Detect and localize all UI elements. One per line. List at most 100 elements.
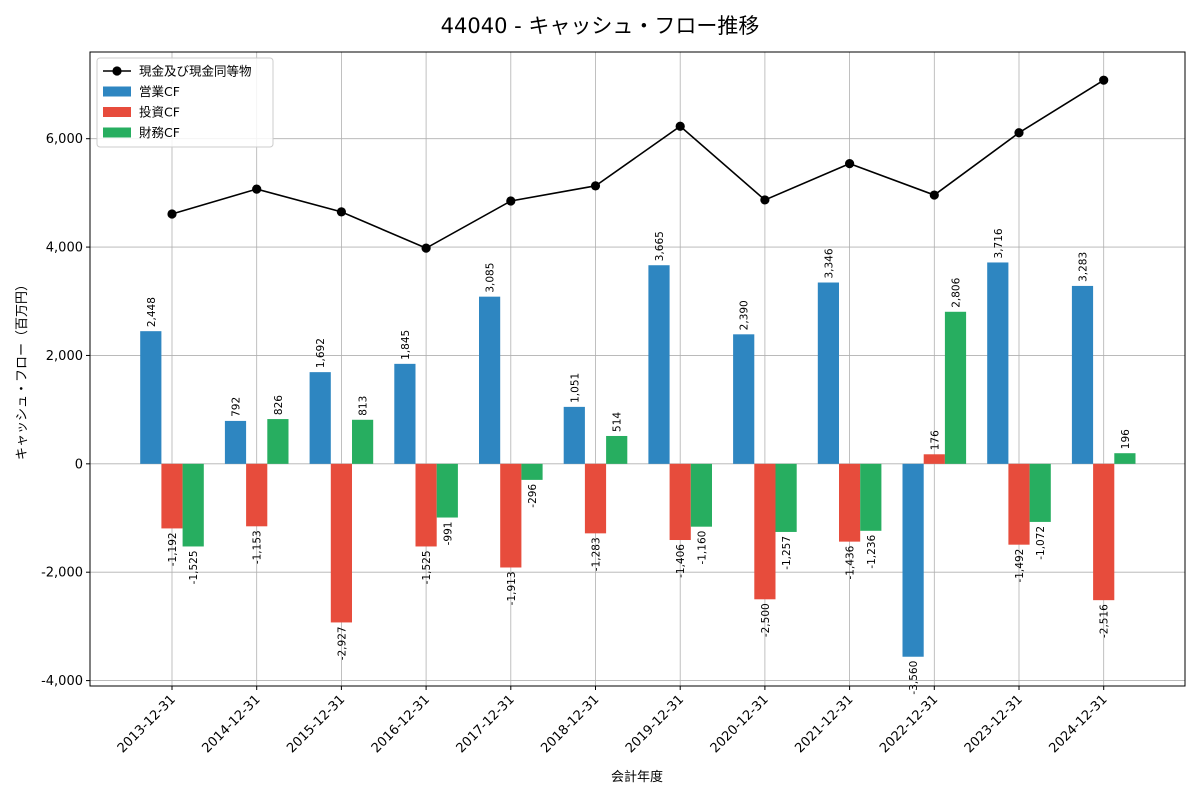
y-tick-label: 2,000 (46, 349, 83, 364)
bar-投資CF (161, 463, 183, 529)
data-label-営業CF: 3,283 (1078, 252, 1090, 282)
line-point (421, 243, 431, 253)
bar-投資CF (246, 463, 268, 527)
data-label-営業CF: 3,346 (823, 248, 835, 278)
line-point (167, 209, 177, 219)
y-tick-label: 6,000 (46, 132, 83, 147)
line-point (845, 159, 855, 169)
data-label-営業CF: 3,716 (993, 228, 1005, 258)
x-tick-label: 2021-12-31 (792, 692, 856, 756)
bar-財務CF (775, 463, 797, 532)
bar-営業CF (563, 406, 585, 464)
bar-財務CF (436, 463, 458, 518)
x-tick-label: 2019-12-31 (623, 692, 687, 756)
bar-財務CF (860, 463, 882, 531)
bar-投資CF (584, 463, 607, 534)
data-label-営業CF: 2,390 (739, 300, 751, 330)
y-tick-label: 0 (75, 457, 83, 472)
x-tick-label: 2022-12-31 (877, 692, 941, 756)
data-label-財務CF: -1,257 (781, 536, 793, 570)
x-tick-label: 2024-12-31 (1046, 692, 1110, 756)
data-label-財務CF: -1,160 (696, 531, 708, 565)
data-label-営業CF: 3,085 (485, 263, 497, 293)
bar-営業CF (224, 420, 247, 464)
data-label-投資CF: -2,500 (760, 603, 772, 637)
y-tick-label: -2,000 (41, 566, 83, 581)
legend-swatch (103, 107, 131, 117)
line-point (1014, 128, 1024, 138)
line-point (760, 195, 770, 205)
legend-label: 投資CF (139, 105, 180, 120)
data-label-財務CF: 2,806 (951, 277, 963, 307)
bar-投資CF (669, 463, 691, 541)
bar-営業CF (987, 262, 1009, 464)
y-tick-label: -4,000 (41, 674, 83, 689)
bar-財務CF (267, 419, 289, 464)
data-label-財務CF: 826 (273, 395, 285, 415)
bar-財務CF (690, 463, 712, 527)
legend-box (96, 57, 274, 148)
legend-label: 現金及び現金同等物 (139, 64, 252, 79)
y-axis-label: キャッシュ・フロー（百万円） (15, 278, 30, 460)
bar-財務CF (1114, 453, 1136, 464)
bar-投資CF (839, 463, 861, 542)
data-label-財務CF: -1,236 (866, 534, 878, 568)
data-label-投資CF: -1,192 (167, 532, 179, 566)
bar-営業CF (817, 282, 839, 464)
line-point (252, 184, 262, 194)
data-label-営業CF: 1,692 (315, 338, 327, 368)
legend-label: 営業CF (139, 84, 180, 99)
data-label-投資CF: -1,153 (252, 530, 264, 564)
data-label-投資CF: -1,283 (591, 537, 603, 571)
data-label-営業CF: 1,051 (569, 373, 581, 403)
bar-財務CF (1029, 463, 1051, 522)
x-tick-label: 2023-12-31 (962, 692, 1026, 756)
data-label-財務CF: 514 (612, 412, 624, 432)
bar-投資CF (415, 463, 437, 547)
bar-営業CF (479, 296, 501, 464)
data-label-営業CF: -3,560 (908, 661, 920, 695)
bars (140, 262, 1136, 657)
x-axis-label: 会計年度 (611, 769, 663, 785)
cash-line (167, 75, 1109, 253)
bar-投資CF (754, 463, 776, 600)
bar-投資CF (500, 463, 522, 568)
data-label-投資CF: -1,492 (1014, 549, 1026, 583)
x-tick-label: 2016-12-31 (369, 692, 433, 756)
data-label-投資CF: -2,927 (336, 626, 348, 660)
legend-swatch (103, 86, 131, 97)
bar-投資CF (1093, 463, 1115, 601)
data-label-投資CF: -1,436 (845, 545, 857, 579)
bar-営業CF (733, 334, 755, 464)
bar-財務CF (182, 463, 204, 547)
bar-財務CF (352, 419, 374, 464)
x-tick-label: 2018-12-31 (538, 692, 602, 756)
line-point (506, 196, 516, 206)
data-label-投資CF: -1,406 (675, 544, 687, 578)
data-label-財務CF: 196 (1120, 429, 1132, 449)
legend-line-marker (112, 66, 122, 76)
data-labels: 2,448 792 1,692 1,845 3,085 1,051 3,665 2,390 3,… (146, 228, 1132, 695)
data-label-営業CF: 792 (231, 397, 243, 417)
bar-営業CF (1071, 285, 1094, 464)
line-point (1099, 75, 1109, 85)
bar-営業CF (394, 363, 416, 464)
x-tick-label: 2013-12-31 (115, 692, 179, 756)
data-label-財務CF: 813 (358, 396, 370, 416)
bar-営業CF (902, 463, 924, 657)
bar-営業CF (140, 331, 162, 464)
bar-営業CF (309, 372, 331, 464)
data-label-財務CF: -296 (527, 484, 539, 508)
bar-投資CF (330, 463, 352, 623)
line-現金及び現金同等物 (171, 79, 1105, 250)
legend-label: 財務CF (139, 125, 180, 140)
data-label-財務CF: -1,525 (188, 550, 200, 584)
chart-title: 44040 - キャッシュ・フロー推移 (441, 14, 760, 38)
data-label-営業CF: 1,845 (400, 330, 412, 360)
line-point (675, 121, 685, 131)
legend-swatch (103, 127, 131, 138)
line-point (336, 207, 346, 217)
data-label-財務CF: -1,072 (1035, 526, 1047, 560)
line-point (929, 190, 939, 200)
